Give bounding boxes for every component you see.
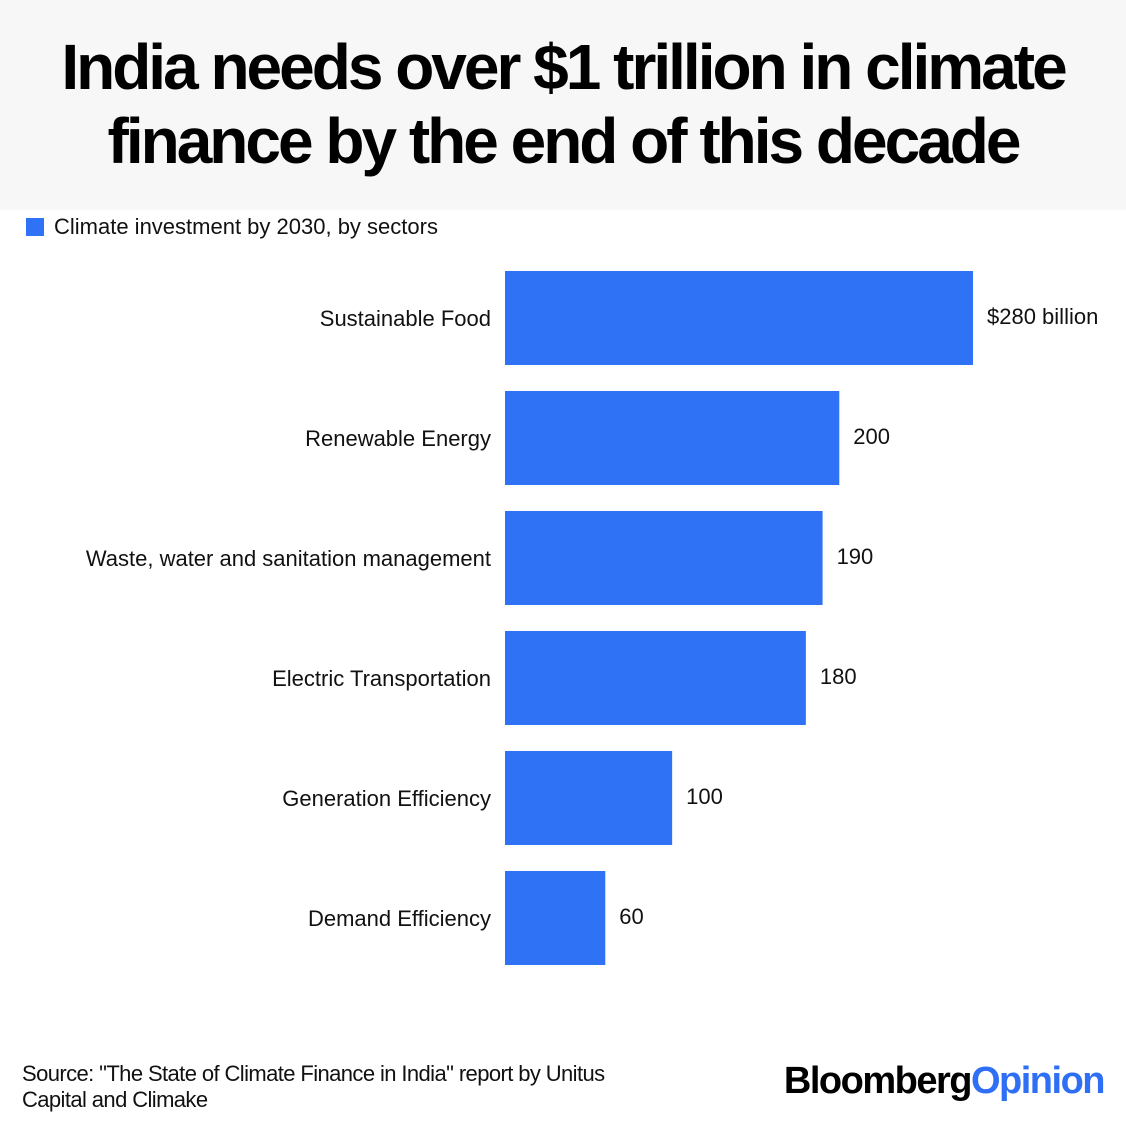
bar-5	[505, 871, 606, 965]
title-block: India needs over $1 trillion in climate …	[0, 0, 1126, 210]
value-label-5: 60	[619, 904, 643, 929]
category-label-3: Electric Transportation	[272, 666, 491, 691]
bar-1	[505, 391, 840, 485]
value-label-2: 190	[837, 544, 874, 569]
legend-swatch	[26, 218, 44, 236]
bloomberg-opinion-logo: BloombergOpinion	[783, 1060, 1106, 1103]
bar-3	[505, 631, 806, 725]
legend: Climate investment by 2030, by sectors	[26, 212, 438, 242]
chart-title: India needs over $1 trillion in climate …	[61, 31, 1067, 177]
source-note: Source: "The State of Climate Finance in…	[22, 1061, 605, 1112]
category-label-5: Demand Efficiency	[308, 906, 491, 931]
bar-0	[505, 271, 973, 365]
value-label-0: $280 billion	[987, 304, 1098, 329]
category-label-1: Renewable Energy	[305, 426, 491, 451]
bar-2	[505, 511, 823, 605]
legend-label: Climate investment by 2030, by sectors	[54, 214, 438, 239]
logo-bloomberg: Bloomberg	[783, 1060, 973, 1102]
category-label-0: Sustainable Food	[320, 306, 491, 331]
value-label-1: 200	[853, 424, 890, 449]
value-label-4: 100	[686, 784, 723, 809]
category-label-4: Generation Efficiency	[282, 786, 491, 811]
category-label-2: Waste, water and sanitation management	[86, 546, 491, 571]
logo-opinion: Opinion	[970, 1060, 1106, 1102]
value-label-3: 180	[820, 664, 857, 689]
bar-4	[505, 751, 673, 845]
bar-chart: Sustainable Food $280 billion Renewable En…	[86, 271, 1098, 965]
